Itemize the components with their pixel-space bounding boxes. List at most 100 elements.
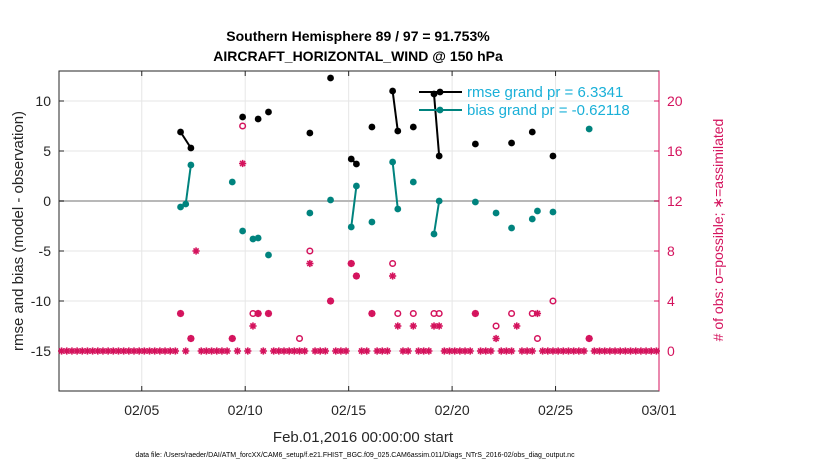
series-1-point <box>347 223 355 231</box>
series-0-point <box>239 113 247 121</box>
assimilated-point-stroke <box>389 272 396 280</box>
series-0-point <box>435 152 443 160</box>
assimilated-point-stroke <box>425 347 432 355</box>
assimilated-point-stroke <box>58 347 65 355</box>
assimilated-point <box>533 309 542 318</box>
assimilated-point-stroke <box>94 347 101 355</box>
assimilated-point <box>197 347 205 355</box>
possible-point <box>508 309 516 318</box>
assimilated-point-stroke <box>213 347 220 355</box>
assimilated-point-stroke <box>487 347 495 355</box>
assimilated-point-stroke <box>322 347 329 355</box>
assimilated-point <box>321 347 329 355</box>
assimilated-point-stroke <box>384 347 391 355</box>
assimilated-point-stroke <box>632 347 639 355</box>
assimilated-point-stroke <box>461 347 469 355</box>
series-0-line <box>391 90 399 132</box>
assimilated-point-stroke <box>223 347 231 355</box>
assimilated-point-stroke <box>415 347 422 355</box>
assimilated-point-stroke <box>286 347 293 355</box>
assimilated-point-stroke <box>534 310 541 317</box>
assimilated-point <box>507 347 516 355</box>
assimilated-point-stroke <box>467 347 474 355</box>
assimilated-point-stroke <box>327 297 334 305</box>
y-tick-label: 0 <box>43 193 51 209</box>
assimilated-point-stroke <box>539 347 546 355</box>
assimilated-point-stroke <box>482 347 489 355</box>
series-1-point <box>508 224 515 232</box>
assimilated-point-stroke <box>477 347 484 355</box>
y2-axis-label: # of obs: o=possible; ∗=assimilated <box>710 119 726 342</box>
assimilated-point-stroke <box>358 347 365 355</box>
assimilated-point-stroke <box>601 347 608 355</box>
assimilated-point <box>218 347 226 355</box>
assimilated-point-stroke <box>529 347 536 355</box>
assimilated-point-stroke <box>229 335 236 342</box>
assimilated-point-stroke <box>280 347 288 355</box>
assimilated-point <box>57 347 66 355</box>
series-0-line <box>433 93 441 157</box>
assimilated-point-stroke <box>337 347 345 355</box>
assimilated-point-stroke <box>570 347 577 355</box>
assimilated-point <box>471 309 479 318</box>
assimilated-point-stroke <box>234 347 241 355</box>
assimilated-point-stroke <box>68 347 76 355</box>
y-axis-label: rmse and bias (model - observation) <box>10 111 27 351</box>
series-0-point <box>528 128 536 136</box>
assimilated-point-stroke <box>161 347 169 355</box>
assimilated-point-stroke <box>218 347 226 355</box>
assimilated-point-stroke <box>575 347 582 355</box>
assimilated-point <box>342 347 350 355</box>
assimilated-point-stroke <box>203 347 210 355</box>
series-1-point <box>254 234 262 242</box>
assimilated-point-stroke <box>110 347 117 355</box>
assimilated-point <box>368 309 376 318</box>
assimilated-point-stroke <box>296 347 303 355</box>
assimilated-point-stroke <box>394 322 401 330</box>
assimilated-point <box>492 334 500 343</box>
series-1-point <box>492 209 500 217</box>
assimilated-point <box>280 347 288 355</box>
assimilated-point <box>176 309 185 318</box>
assimilated-point <box>445 347 454 355</box>
x-tick-label: 02/20 <box>435 402 470 418</box>
assimilated-point <box>425 347 433 355</box>
series-1-point <box>471 198 479 206</box>
possible-point <box>549 297 557 305</box>
assimilated-point <box>316 347 324 355</box>
assimilated-point-stroke <box>368 310 376 317</box>
assimilated-point <box>461 347 469 355</box>
assimilated-point-stroke <box>208 347 215 355</box>
y-tick-label: 10 <box>35 93 51 109</box>
assimilated-point-stroke <box>275 347 282 355</box>
assimilated-point <box>409 322 417 330</box>
series-0-point <box>265 108 272 116</box>
assimilated-point-stroke <box>198 347 205 355</box>
assimilated-point-stroke <box>239 160 246 167</box>
assimilated-point-stroke <box>291 347 298 355</box>
assimilated-point <box>487 347 495 355</box>
assimilated-point-stroke <box>441 347 448 355</box>
assimilated-point-stroke <box>146 347 153 355</box>
assimilated-point-stroke <box>611 347 619 355</box>
series-0-point <box>177 128 184 136</box>
assimilated-point-stroke <box>84 347 91 355</box>
assimilated-point <box>275 347 283 355</box>
data-file-footer: data file: /Users/raeder/DAI/ATM_forcXX/… <box>135 452 575 459</box>
assimilated-point <box>326 297 335 305</box>
assimilated-point-stroke <box>249 322 257 330</box>
assimilated-point <box>399 347 407 355</box>
assimilated-point-stroke <box>255 310 262 317</box>
assimilated-point-stroke <box>130 347 138 355</box>
y-tick-label: 5 <box>43 143 51 159</box>
legend-label: rmse grand pr = 6.3341 <box>467 84 623 101</box>
y2-tick-label: 12 <box>667 193 683 209</box>
assimilated-point-stroke <box>653 347 660 355</box>
assimilated-point <box>259 347 267 355</box>
possible-point <box>295 334 304 343</box>
x-tick-label: 02/15 <box>331 402 366 418</box>
series-0-point <box>347 155 355 163</box>
assimilated-point-stroke <box>420 347 427 355</box>
series-1-point <box>353 182 360 190</box>
axes-box <box>58 70 660 392</box>
